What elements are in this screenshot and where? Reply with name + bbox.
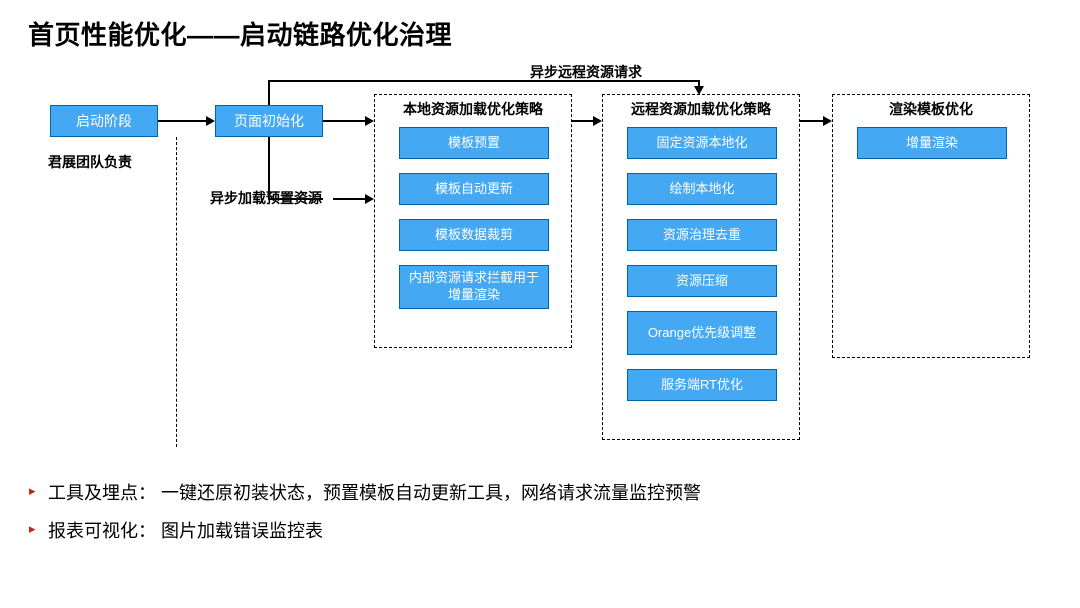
arrow-seg xyxy=(323,120,365,122)
group-local: 本地资源加载优化策略 模板预置 模板自动更新 模板数据裁剪 内部资源请求拦截用于… xyxy=(374,94,572,348)
node-internal-intercept: 内部资源请求拦截用于增量渲染 xyxy=(399,265,549,309)
group-title: 本地资源加载优化策略 xyxy=(375,99,571,119)
bullet-item: 报表可视化： 图片加载错误监控表 xyxy=(26,518,726,546)
group-title: 远程资源加载优化策略 xyxy=(603,99,799,119)
scope-line xyxy=(176,137,177,447)
node-template-autoupdate: 模板自动更新 xyxy=(399,173,549,205)
label-async-remote: 异步远程资源请求 xyxy=(530,62,642,82)
bullet-body: 一键还原初装状态，预置模板自动更新工具，网络请求流量监控预警 xyxy=(156,483,701,503)
node-label: 内部资源请求拦截用于增量渲染 xyxy=(406,270,542,304)
page-title: 首页性能优化——启动链路优化治理 xyxy=(28,15,452,52)
node-label: 页面初始化 xyxy=(234,112,304,130)
arrow-head-icon xyxy=(206,116,215,126)
bullet-list: 工具及埋点： 一键还原初装状态，预置模板自动更新工具，网络请求流量监控预警 报表… xyxy=(26,480,726,556)
node-label: 资源压缩 xyxy=(676,273,728,290)
arrow-head-icon xyxy=(823,116,832,126)
arrow-seg xyxy=(158,120,206,122)
bullet-item: 工具及埋点： 一键还原初装状态，预置模板自动更新工具，网络请求流量监控预警 xyxy=(26,480,726,508)
node-startup-stage: 启动阶段 xyxy=(50,105,158,137)
node-draw-local: 绘制本地化 xyxy=(627,173,777,205)
node-resource-dedup: 资源治理去重 xyxy=(627,219,777,251)
group-render: 渲染模板优化 增量渲染 xyxy=(832,94,1030,358)
node-label: 资源治理去重 xyxy=(663,227,741,244)
node-remote-static-local: 固定资源本地化 xyxy=(627,127,777,159)
node-resource-compress: 资源压缩 xyxy=(627,265,777,297)
group-remote: 远程资源加载优化策略 固定资源本地化 绘制本地化 资源治理去重 资源压缩 Ora… xyxy=(602,94,800,440)
arrow-seg xyxy=(268,80,700,82)
bullet-body: 图片加载错误监控表 xyxy=(156,521,323,541)
bullet-head: 报表可视化： xyxy=(48,521,156,541)
node-label: Orange优先级调整 xyxy=(648,325,756,342)
node-server-rt: 服务端RT优化 xyxy=(627,369,777,401)
group-title: 渲染模板优化 xyxy=(833,99,1029,119)
arrow-seg xyxy=(268,198,323,200)
arrow-head-icon xyxy=(365,194,374,204)
arrow-seg xyxy=(800,120,823,122)
node-label: 增量渲染 xyxy=(906,135,958,152)
node-label: 模板数据裁剪 xyxy=(435,227,513,244)
node-label: 固定资源本地化 xyxy=(656,135,747,152)
arrow-head-icon xyxy=(593,116,602,126)
arrow-seg xyxy=(333,198,365,200)
node-page-init: 页面初始化 xyxy=(215,105,323,137)
node-orange-priority: Orange优先级调整 xyxy=(627,311,777,355)
node-label: 启动阶段 xyxy=(76,112,132,130)
arrow-head-icon xyxy=(365,116,374,126)
node-template-trim: 模板数据裁剪 xyxy=(399,219,549,251)
bullet-head: 工具及埋点： xyxy=(48,483,156,503)
arrow-seg xyxy=(268,80,270,105)
node-label: 模板自动更新 xyxy=(435,181,513,198)
arrow-seg xyxy=(268,137,270,199)
arrow-seg xyxy=(572,120,593,122)
node-label: 绘制本地化 xyxy=(669,181,734,198)
node-incremental-render: 增量渲染 xyxy=(857,127,1007,159)
node-label: 服务端RT优化 xyxy=(661,377,743,394)
node-template-preset: 模板预置 xyxy=(399,127,549,159)
node-label: 模板预置 xyxy=(448,135,500,152)
label-team: 君展团队负责 xyxy=(48,152,132,172)
